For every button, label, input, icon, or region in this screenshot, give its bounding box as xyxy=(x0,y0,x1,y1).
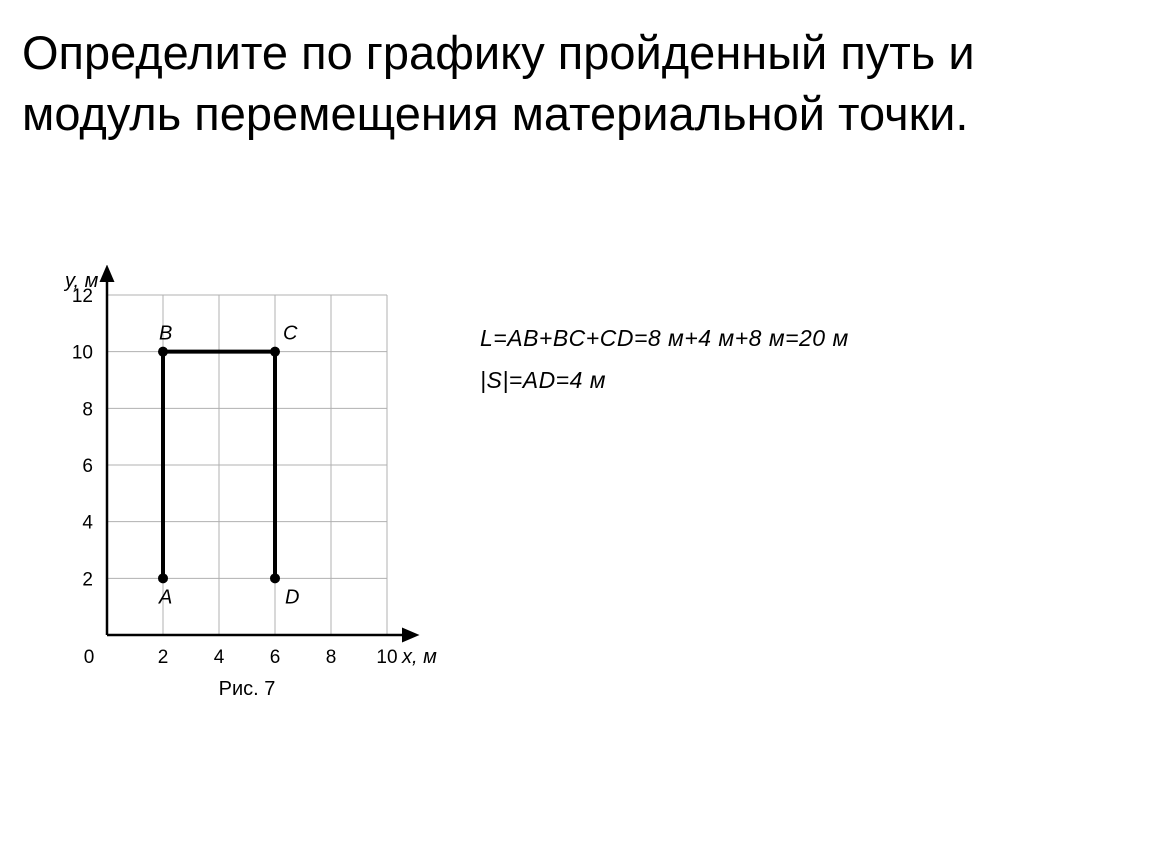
svg-text:6: 6 xyxy=(82,456,93,477)
svg-text:0: 0 xyxy=(84,647,95,668)
solution-path-length: L=AB+BC+CD=8 м+4 м+8 м=20 м xyxy=(480,325,849,352)
solution-block: L=AB+BC+CD=8 м+4 м+8 м=20 м |S|=AD=4 м xyxy=(480,325,849,409)
svg-text:y, м: y, м xyxy=(63,270,99,292)
svg-text:D: D xyxy=(285,586,299,608)
svg-text:4: 4 xyxy=(214,647,225,668)
svg-text:4: 4 xyxy=(82,513,93,534)
chart-area: 246810024681012x, мy, мABCDРис. 7 xyxy=(22,265,442,715)
svg-text:8: 8 xyxy=(326,647,337,668)
svg-text:10: 10 xyxy=(376,647,397,668)
trajectory-chart: 246810024681012x, мy, мABCDРис. 7 xyxy=(22,265,442,715)
problem-title: Определите по графику пройденный путь и … xyxy=(22,22,1128,144)
svg-text:A: A xyxy=(158,586,172,608)
svg-text:x, м: x, м xyxy=(401,646,437,668)
svg-text:8: 8 xyxy=(82,399,93,420)
chart-container: 246810024681012x, мy, мABCDРис. 7 xyxy=(22,265,442,715)
svg-text:10: 10 xyxy=(72,343,93,364)
solution-displacement: |S|=AD=4 м xyxy=(480,367,849,394)
svg-text:B: B xyxy=(159,323,172,345)
svg-text:C: C xyxy=(283,323,298,345)
svg-text:Рис. 7: Рис. 7 xyxy=(219,678,276,700)
svg-text:6: 6 xyxy=(270,647,281,668)
svg-text:2: 2 xyxy=(82,569,93,590)
svg-text:2: 2 xyxy=(158,647,169,668)
